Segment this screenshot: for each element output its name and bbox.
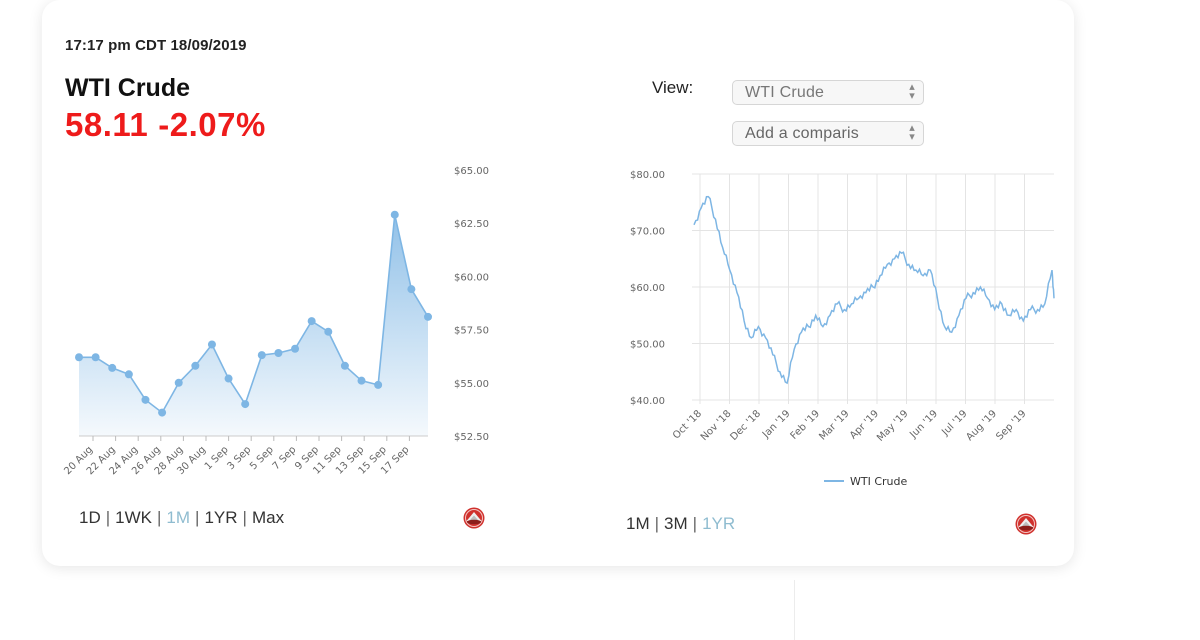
y-tick-label: $70.00	[630, 227, 665, 238]
instrument-name: WTI Crude	[65, 74, 190, 102]
data-point	[191, 361, 200, 370]
range-separator: |	[105, 508, 111, 527]
x-tick-label: Jun '19	[907, 408, 940, 441]
data-point	[407, 285, 416, 294]
quote: 58.11 -2.07%	[65, 106, 276, 144]
data-point	[291, 344, 300, 353]
range-option-1wk[interactable]: 1WK	[115, 508, 152, 527]
x-tick-label: Mar '19	[817, 408, 851, 442]
x-tick-label: Dec '18	[728, 408, 763, 443]
x-tick-label: 7 Sep	[271, 444, 299, 472]
range-separator: |	[692, 514, 698, 533]
data-point	[108, 363, 117, 372]
data-point	[424, 312, 432, 321]
data-point	[141, 395, 150, 404]
instrument-select-value: WTI Crude	[745, 84, 825, 101]
x-tick-label: May '19	[875, 408, 911, 444]
range-option-1d[interactable]: 1D	[79, 508, 101, 527]
range-option-1m[interactable]: 1M	[166, 508, 191, 527]
range-separator: |	[195, 508, 200, 527]
range-option-1yr[interactable]: 1YR	[702, 514, 736, 533]
percent-change: -2.07%	[158, 106, 266, 143]
right-range-selector: 1M | 3M | 1YR	[626, 514, 735, 534]
y-tick-label: $40.00	[630, 396, 665, 407]
data-point	[241, 400, 250, 409]
legend-label: WTI Crude	[850, 475, 907, 488]
data-point	[174, 378, 183, 387]
x-tick-label: Jan '19	[760, 408, 793, 441]
data-point	[257, 351, 266, 360]
timestamp: 17:17 pm CDT 18/09/2019	[65, 37, 247, 54]
price-line	[79, 214, 429, 414]
quote-widget-card: 17:17 pm CDT 18/09/2019 WTI Crude 58.11-…	[42, 0, 1074, 566]
data-point	[274, 349, 283, 358]
x-tick-label: 1 Sep	[203, 444, 231, 472]
area-fill	[79, 214, 428, 436]
data-point	[390, 210, 399, 219]
data-point	[357, 376, 366, 385]
data-point	[307, 317, 316, 326]
x-tick-label: Sep '19	[994, 408, 1028, 442]
x-tick-label: Feb '19	[789, 408, 822, 441]
range-separator: |	[654, 514, 660, 533]
x-tick-label: Nov '18	[699, 408, 734, 443]
data-point	[224, 374, 233, 383]
left-panel: 17:17 pm CDT 18/09/2019 WTI Crude 58.11-…	[42, 0, 562, 566]
select-arrows-icon: ▴ ▾	[909, 81, 915, 102]
range-option-max[interactable]: Max	[251, 508, 285, 527]
data-point	[374, 380, 383, 389]
instrument-select[interactable]: WTI Crude ▴ ▾	[732, 80, 924, 105]
left-range-selector: 1D | 1WK | 1M | 1YR | Max	[79, 508, 284, 528]
range-option-1m[interactable]: 1M	[626, 514, 650, 533]
y-tick-label: $60.00	[454, 272, 489, 283]
data-point	[340, 361, 349, 370]
y-tick-label: $60.00	[630, 283, 665, 294]
select-arrows-icon: ▴ ▾	[909, 122, 915, 143]
data-point	[124, 370, 133, 379]
range-separator: |	[242, 508, 247, 527]
y-tick-label: $62.50	[454, 219, 489, 230]
right-panel: View: WTI Crude ▴ ▾ Add a comparis ▴ ▾ $80…	[602, 0, 1074, 566]
data-point	[158, 408, 167, 417]
view-label: View:	[652, 78, 694, 97]
range-separator: |	[157, 508, 162, 527]
y-tick-label: $55.00	[454, 379, 489, 390]
data-point	[75, 353, 83, 362]
divider-line	[794, 580, 795, 640]
y-tick-label: $57.50	[454, 326, 489, 337]
data-point	[91, 353, 100, 362]
comparison-select[interactable]: Add a comparis ▴ ▾	[732, 121, 924, 146]
price-line	[693, 195, 1055, 385]
red-globe-logo-icon	[463, 507, 485, 529]
data-point	[207, 340, 216, 349]
x-tick-label: Aug '19	[964, 408, 999, 443]
red-globe-logo-icon	[1015, 513, 1037, 535]
y-tick-label: $50.00	[630, 340, 665, 351]
data-point	[324, 327, 333, 336]
y-tick-label: $52.50	[454, 432, 489, 443]
x-tick-label: 5 Sep	[248, 444, 276, 472]
y-tick-label: $65.00	[454, 166, 489, 177]
last-price: 58.11	[65, 106, 149, 143]
y-tick-label: $80.00	[630, 170, 665, 181]
range-option-3m[interactable]: 3M	[664, 514, 688, 533]
comparison-select-value: Add a comparis	[745, 125, 859, 142]
x-tick-label: 3 Sep	[225, 444, 253, 472]
range-option-1yr[interactable]: 1YR	[204, 508, 238, 527]
